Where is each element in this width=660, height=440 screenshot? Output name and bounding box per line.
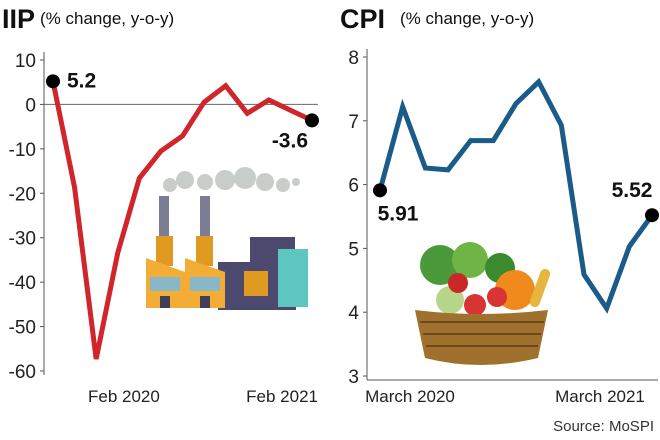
vegetable-basket-illustration xyxy=(415,242,551,365)
factory-illustration xyxy=(146,167,308,310)
x-tick-label: March 2021 xyxy=(555,387,645,406)
y-tick-label: 8 xyxy=(348,48,359,69)
data-point xyxy=(305,113,319,128)
x-tick-label: Feb 2020 xyxy=(88,387,160,406)
y-tick-label: 4 xyxy=(348,303,359,324)
x-tick-label: Feb 2021 xyxy=(246,387,318,406)
y-tick-label: 10 xyxy=(15,51,36,72)
y-tick-label: -30 xyxy=(9,229,36,250)
series-line xyxy=(377,77,655,314)
y-tick-label: 3 xyxy=(348,367,359,388)
y-tick-label: 0 xyxy=(25,95,36,116)
y-tick-label: -50 xyxy=(9,318,36,339)
y-tick-label: -20 xyxy=(9,184,36,205)
y-tick-label: -60 xyxy=(9,362,36,383)
data-point xyxy=(46,74,60,89)
y-tick-label: 7 xyxy=(348,112,359,133)
series-line xyxy=(50,80,314,360)
data-point xyxy=(373,183,387,198)
data-label: 5.52 xyxy=(612,179,653,202)
data-label: -3.6 xyxy=(272,129,308,152)
y-tick-label: 5 xyxy=(348,239,359,260)
iip-subtitle: (% change, y-o-y) xyxy=(40,9,175,28)
y-tick-label: 6 xyxy=(348,176,359,197)
data-point xyxy=(645,208,659,223)
cpi-title: CPI xyxy=(340,4,386,34)
data-label: 5.2 xyxy=(67,69,96,92)
y-tick-label: -40 xyxy=(9,273,36,294)
y-tick-label: -10 xyxy=(9,140,36,161)
x-tick-label: March 2020 xyxy=(365,387,455,406)
data-label: 5.91 xyxy=(378,202,419,225)
source-note: Source: MoSPI xyxy=(553,418,654,435)
cpi-subtitle: (% change, y-o-y) xyxy=(400,9,535,28)
iip-title: IIP xyxy=(2,4,36,34)
